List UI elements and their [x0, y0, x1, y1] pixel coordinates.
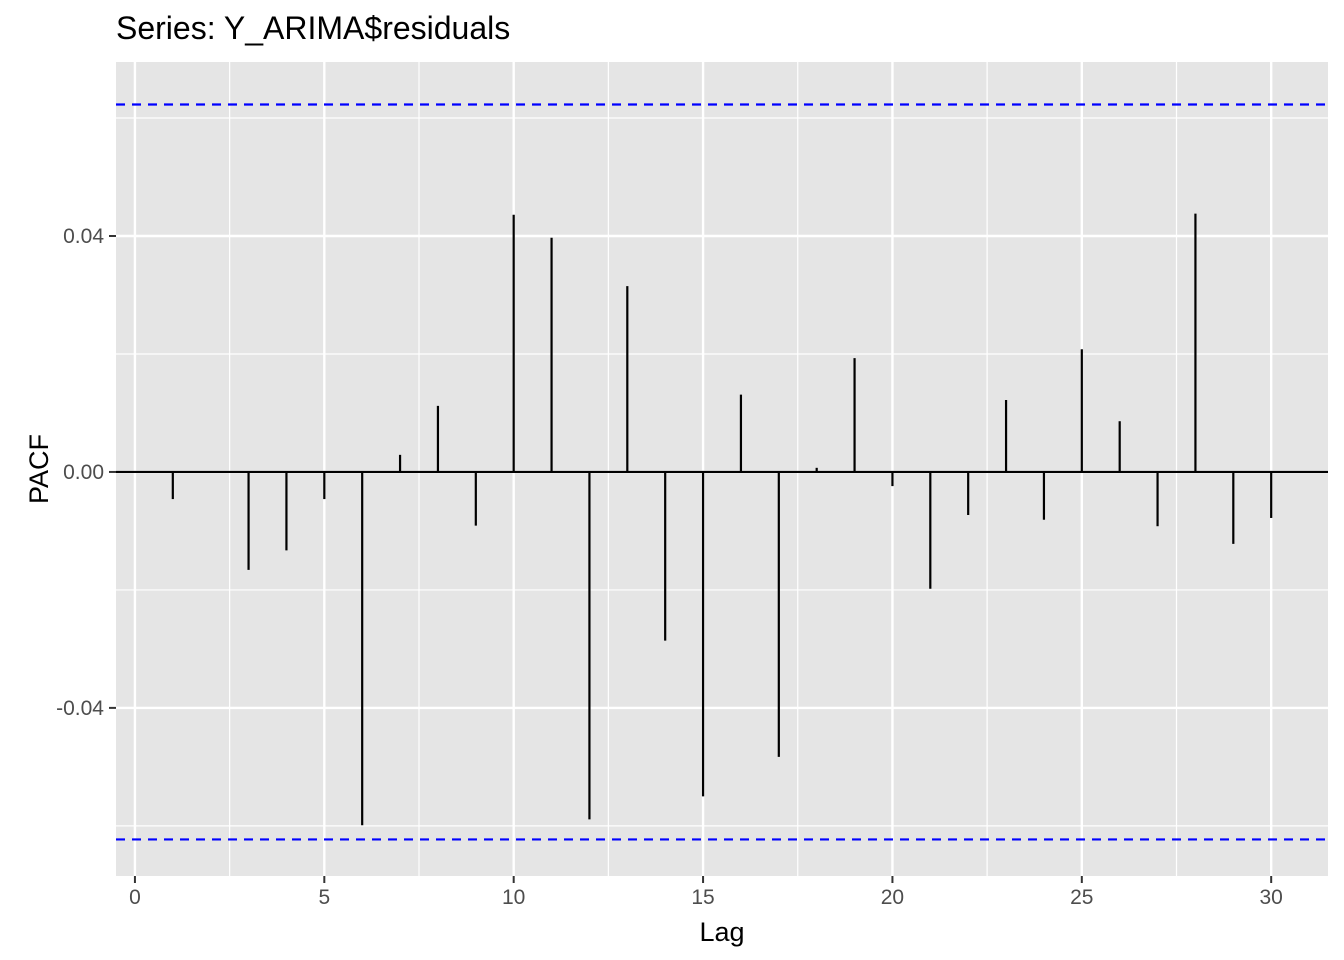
chart-title: Series: Y_ARIMA$residuals	[116, 10, 510, 46]
x-tick-label: 5	[318, 886, 330, 909]
y-tick-label: -0.04	[56, 697, 104, 720]
x-tick-label: 10	[502, 886, 525, 909]
y-axis: -0.04 0.00 0.04	[56, 225, 116, 720]
confidence-bounds	[116, 103, 1328, 841]
x-tick-label: 30	[1260, 886, 1283, 909]
y-tick-label: 0.04	[63, 225, 104, 248]
x-tick-label: 25	[1070, 886, 1093, 909]
pacf-bars	[171, 213, 1273, 826]
x-axis-title: Lag	[699, 917, 744, 947]
plot-panel	[116, 62, 1328, 876]
x-tick-label: 15	[691, 886, 714, 909]
minor-gridlines	[116, 62, 1328, 876]
x-tick-label: 20	[881, 886, 904, 909]
x-axis: 0 5 10 15 20 25 30	[129, 876, 1283, 909]
y-axis-title: PACF	[24, 434, 54, 504]
y-tick-label: 0.00	[63, 461, 104, 484]
x-tick-label: 0	[129, 886, 141, 909]
